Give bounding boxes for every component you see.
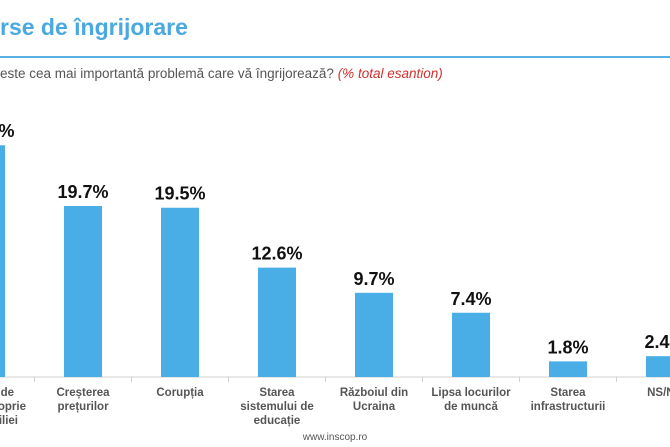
category-label: prețurilor [57,401,109,413]
category-label: de [1,387,14,399]
category-label: Starea [550,387,586,399]
category-label: educație [254,415,301,427]
data-label: 1.8% [547,337,588,357]
bar [64,206,102,377]
data-label: 19.5% [154,184,205,204]
category-label: infrastructurii [531,401,606,413]
category-label: Creșterea [56,387,110,399]
title-divider [0,56,670,58]
footer-url: www.inscop.ro [302,432,368,443]
bar [549,361,587,377]
category-label: sistemului de [240,401,314,413]
data-label: 2.4% [644,332,670,352]
slide-title: rse de îngrijorare [0,14,188,40]
category-label: Războiul din [340,387,408,399]
bar [646,356,670,377]
bar [452,312,490,377]
question: este cea mai importantă problemă care vă… [0,66,334,81]
category-label: Ucraina [353,401,396,413]
category-label: NS/NR [647,387,670,399]
bar [355,292,393,377]
category-label: Lipsa locurilor [431,387,511,399]
data-label: 26.7% [0,121,15,141]
category-label: iliei [0,415,18,427]
category-label: de muncă [444,401,498,413]
bar [258,267,296,377]
data-label: 9.7% [353,269,394,289]
sample-note: (% total esantion) [337,66,443,81]
category-label: roprie [0,401,26,413]
bar [161,207,199,377]
data-label: 7.4% [450,289,491,309]
category-label: Corupția [156,387,204,399]
category-label: Starea [259,387,295,399]
question-text: este cea mai importantă problemă care vă… [0,66,443,81]
data-label: 12.6% [251,244,302,264]
bar [0,145,5,377]
data-label: 19.7% [57,182,108,202]
